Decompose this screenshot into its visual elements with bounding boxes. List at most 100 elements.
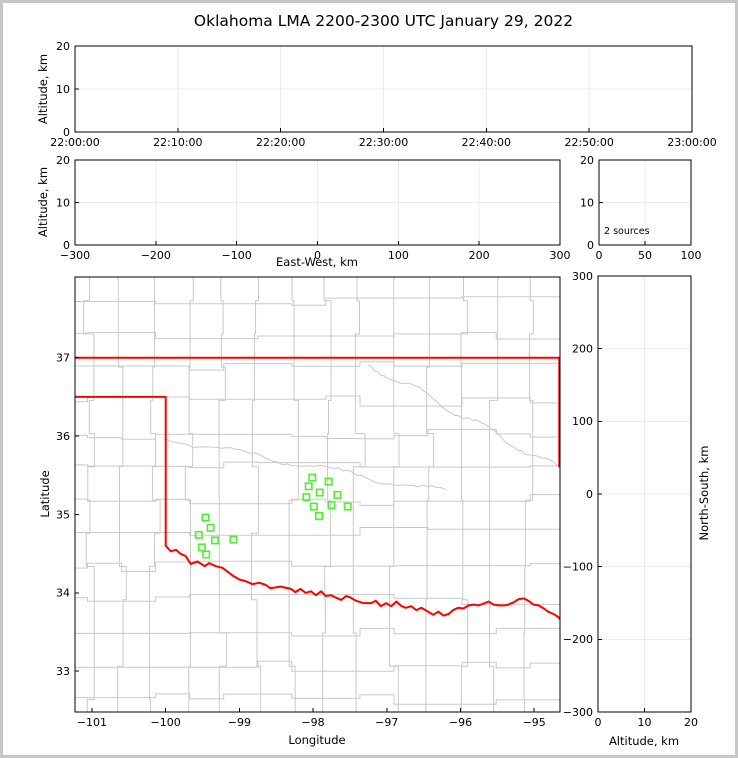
y-tick-label: 0 xyxy=(63,126,70,139)
xlabel-east-west: East-West, km xyxy=(276,255,358,269)
axis-ticks xyxy=(74,45,693,133)
gridlines xyxy=(75,160,560,245)
tick-labels: −101 −100 −99 −98 −97 −96 −95 33 34 35 36 37 xyxy=(56,352,546,729)
map-content xyxy=(75,277,560,712)
x-tick-label: 0 xyxy=(314,249,321,262)
x-tick-label: −200 xyxy=(141,249,171,262)
y-tick-label: 10 xyxy=(56,83,70,96)
y-tick-label: −100 xyxy=(563,560,593,573)
station-marker xyxy=(211,536,220,545)
station-marker xyxy=(333,490,342,499)
page-title: Oklahoma LMA 2200-2300 UTC January 29, 2… xyxy=(193,12,574,30)
station-marker xyxy=(304,482,313,491)
station-marker xyxy=(309,502,318,511)
x-tick-label: −300 xyxy=(60,249,90,262)
tick-labels: 22:00:00 22:10:00 22:20:00 22:30:00 22:40:00… xyxy=(50,40,716,149)
x-tick-label: −101 xyxy=(77,716,107,729)
y-tick-label: 300 xyxy=(572,270,593,283)
x-tick-label: 22:20:00 xyxy=(256,136,305,149)
county-boundaries xyxy=(75,277,560,712)
xlabel-longitude: Longitude xyxy=(288,733,346,747)
ylabel-altitude-ew-panel: Altitude, km xyxy=(36,166,50,238)
axis-ticks xyxy=(75,357,535,712)
station-marker xyxy=(194,530,203,539)
y-tick-label: −300 xyxy=(563,706,593,719)
x-tick-label: 22:50:00 xyxy=(564,136,613,149)
station-marker xyxy=(343,502,352,511)
y-tick-label: 37 xyxy=(56,352,70,365)
x-tick-label: 20 xyxy=(684,716,698,729)
gridlines xyxy=(75,46,692,132)
altitude-histogram-panel: 0 50 100 0 10 20 xyxy=(580,154,702,262)
station-marker xyxy=(308,473,317,482)
axis-ticks xyxy=(74,159,561,246)
station-marker xyxy=(324,477,333,486)
ylabel-north-south: North-South, km xyxy=(697,445,711,541)
station-marker xyxy=(302,493,311,502)
x-tick-label: 0 xyxy=(596,249,603,262)
y-tick-label: 36 xyxy=(56,430,70,443)
station-marker xyxy=(206,523,215,532)
y-tick-label: −200 xyxy=(563,633,593,646)
lma-stations xyxy=(194,473,352,559)
y-tick-label: 34 xyxy=(56,587,70,600)
station-marker xyxy=(229,535,238,544)
station-marker xyxy=(314,512,323,521)
x-tick-label: 22:40:00 xyxy=(462,136,511,149)
x-tick-label: −98 xyxy=(301,716,324,729)
river-line xyxy=(165,438,446,491)
axis-ticks xyxy=(597,275,692,713)
tick-labels: 0 10 20 −300 −200 −100 0 100 200 300 xyxy=(563,270,698,729)
ew-height-panel: −300 −200 −100 0 100 200 300 0 10 20 xyxy=(56,154,571,262)
time-height-panel: 22:00:00 22:10:00 22:20:00 22:30:00 22:40:00… xyxy=(50,40,716,149)
x-tick-label: −99 xyxy=(228,716,251,729)
x-tick-label: −97 xyxy=(375,716,398,729)
x-tick-label: 100 xyxy=(388,249,409,262)
tick-labels: 0 50 100 0 10 20 xyxy=(580,154,702,262)
y-tick-label: 20 xyxy=(56,154,70,167)
x-tick-label: 23:00:00 xyxy=(667,136,716,149)
ns-height-panel: 0 10 20 −300 −200 −100 0 100 200 300 xyxy=(563,270,698,729)
station-marker xyxy=(315,488,324,497)
station-marker xyxy=(327,501,336,510)
y-tick-label: 33 xyxy=(56,665,70,678)
x-tick-label: 0 xyxy=(595,716,602,729)
y-tick-label: 20 xyxy=(580,154,594,167)
y-tick-label: 0 xyxy=(586,488,593,501)
x-tick-label: 22:10:00 xyxy=(153,136,202,149)
y-tick-label: 0 xyxy=(63,239,70,252)
x-tick-label: −100 xyxy=(222,249,252,262)
x-tick-label: 100 xyxy=(681,249,702,262)
station-marker xyxy=(197,543,206,552)
xlabel-altitude-ns-panel: Altitude, km xyxy=(608,734,680,748)
station-marker xyxy=(201,513,210,522)
state-border xyxy=(75,356,560,621)
x-tick-label: −100 xyxy=(151,716,181,729)
gridlines xyxy=(599,160,691,245)
panel-frame xyxy=(74,276,561,713)
gridlines xyxy=(598,276,691,712)
plots-canvas: 22:00:00 22:10:00 22:20:00 22:30:00 22:40:00… xyxy=(50,40,716,729)
y-tick-label: 35 xyxy=(56,508,70,521)
x-tick-label: 22:30:00 xyxy=(359,136,408,149)
x-tick-label: −96 xyxy=(449,716,472,729)
x-tick-label: 200 xyxy=(469,249,490,262)
x-tick-label: 300 xyxy=(550,249,571,262)
y-tick-label: 10 xyxy=(580,196,594,209)
axis-ticks xyxy=(598,159,692,246)
y-tick-label: 100 xyxy=(572,415,593,428)
ylabel-latitude: Latitude xyxy=(38,470,52,518)
ylabel-altitude-time-panel: Altitude, km xyxy=(36,53,50,125)
river-line xyxy=(368,364,560,467)
y-tick-label: 0 xyxy=(587,239,594,252)
y-tick-label: 200 xyxy=(572,342,593,355)
plot-area: 22:00:00 22:10:00 22:20:00 22:30:00 22:40:00… xyxy=(3,3,735,755)
x-tick-label: −95 xyxy=(523,716,546,729)
map-panel: −101 −100 −99 −98 −97 −96 −95 33 34 35 36 37 xyxy=(56,276,561,729)
source-count-annotation: 2 sources xyxy=(604,226,650,237)
station-marker xyxy=(202,550,211,559)
y-tick-label: 20 xyxy=(56,40,70,53)
x-tick-label: 50 xyxy=(638,249,652,262)
y-tick-label: 10 xyxy=(56,196,70,209)
